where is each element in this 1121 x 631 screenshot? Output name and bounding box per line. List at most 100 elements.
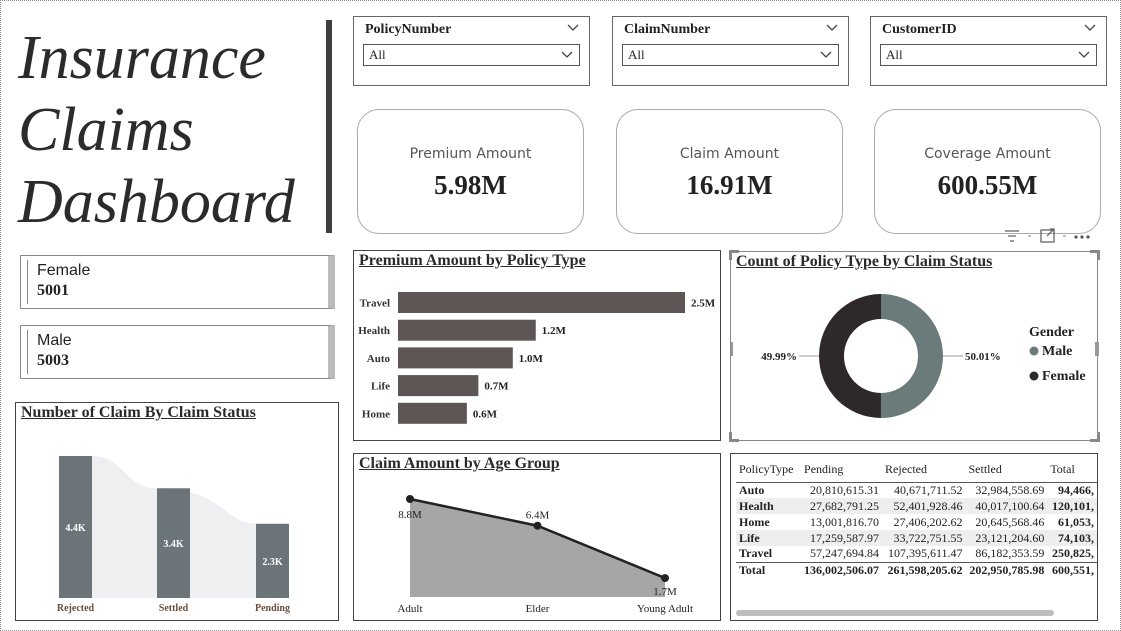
claims-by-status-chart[interactable]: Number of Claim By Claim Status 4.4K Reje…: [15, 402, 339, 621]
slice-data-label: 49.99%: [761, 351, 797, 363]
legend-label: Male: [1042, 344, 1072, 359]
bar-category-label: Life: [371, 381, 390, 393]
kpi-value: 5.98M: [434, 170, 507, 200]
category-label: Rejected: [57, 603, 95, 614]
legend-title: Gender: [1029, 325, 1074, 340]
column-header[interactable]: Pending: [804, 462, 844, 477]
gender-card-male[interactable]: Male 5003: [20, 325, 335, 379]
point-data-label: 1.7M: [653, 586, 677, 598]
table-cell: 61,053,: [1058, 514, 1094, 529]
focus-mode-icon[interactable]: [1040, 228, 1055, 243]
chevron-down-icon[interactable]: [567, 24, 579, 32]
donut-plot: 50.01% 49.99% Gender Male Female: [731, 294, 1099, 418]
row-header: Total: [736, 561, 802, 578]
bar-category-label: Auto: [367, 353, 391, 365]
column-header[interactable]: Rejected: [885, 462, 928, 477]
visual-header-toolbar: [1005, 228, 1090, 243]
ribbon-fill: [190, 533, 256, 598]
selection-handle[interactable]: [1090, 250, 1100, 260]
kpi-value: 16.91M: [686, 170, 773, 200]
chevron-down-icon[interactable]: [826, 24, 838, 32]
chevron-down-icon[interactable]: [1084, 24, 1096, 32]
filter-icon[interactable]: [1005, 230, 1019, 242]
table-row[interactable]: Life 17,259,587.97 33,722,751.55 23,121,…: [736, 530, 1097, 546]
ribbon-fill: [92, 498, 157, 598]
more-options-icon[interactable]: [1074, 235, 1090, 239]
slicer-customer-id[interactable]: CustomerID All: [870, 16, 1107, 86]
selection-handle[interactable]: [1090, 432, 1100, 442]
area-fill: [410, 499, 665, 597]
legend-label: Female: [1042, 369, 1086, 384]
table-cell: 136,002,506.07: [801, 561, 883, 578]
title-line: Insurance: [18, 24, 266, 92]
row-header: Life: [736, 530, 802, 546]
row-header: Home: [739, 514, 770, 529]
gender-card-content: Female 5001: [27, 260, 90, 304]
bar-data-label: 1.2M: [542, 325, 567, 337]
table-cell: 17,259,587.97: [801, 530, 883, 546]
slicer-value: All: [628, 47, 645, 62]
legend-marker: [1029, 371, 1039, 381]
table-cell: 32,984,558.69: [965, 481, 1048, 498]
table-row[interactable]: Health 27,682,791.25 52,401,928.46 40,01…: [736, 498, 1097, 514]
bar-category-label: Travel: [360, 298, 390, 310]
bar: [59, 456, 92, 598]
slicer-claim-number[interactable]: ClaimNumber All: [612, 16, 849, 86]
slicer-policy-number[interactable]: PolicyNumber All: [353, 16, 590, 86]
table-row[interactable]: Auto 20,810,615.31 40,671,711.52 32,984,…: [736, 481, 1097, 498]
donut-slice: [880, 294, 944, 418]
bar: [398, 319, 536, 341]
column-header[interactable]: Settled: [968, 462, 1002, 477]
table-cell: 27,406,202.62: [893, 514, 963, 529]
slicer-dropdown[interactable]: All: [880, 44, 1097, 66]
claims-matrix[interactable]: PolicyType Pending Rejected Settled Tota…: [730, 453, 1098, 621]
table-row[interactable]: Travel 57,247,694.84 107,395,611.47 86,1…: [736, 546, 1097, 562]
bar-category-label: Home: [362, 408, 390, 420]
premium-bar-plot: Travel 2.5M Health 1.2M Auto 1.0M Life 0.7M Home…: [358, 292, 716, 424]
slicer-dropdown[interactable]: All: [363, 44, 580, 66]
selection-handle[interactable]: [729, 432, 739, 442]
gender-count: 5003: [37, 352, 69, 369]
slicer-value: All: [369, 47, 386, 62]
horizontal-scrollbar[interactable]: [736, 610, 1054, 616]
table-cell: 57,247,694.84: [810, 546, 880, 561]
resize-handle: [1095, 342, 1099, 356]
gender-label: Male: [37, 332, 72, 349]
slice-data-label: 50.01%: [965, 351, 1001, 363]
kpi-value: 600.55M: [937, 170, 1038, 200]
kpi-coverage-amount[interactable]: Coverage Amount 600.55M: [874, 109, 1101, 234]
table-cell: 23,121,204.60: [965, 530, 1048, 546]
chart-title: Number of Claim By Claim Status: [21, 404, 256, 421]
column-header[interactable]: PolicyType: [739, 462, 794, 477]
table-cell: 27,682,791.25: [801, 498, 883, 514]
bar: [398, 375, 479, 397]
category-label: Pending: [255, 603, 290, 614]
category-label: Adult: [397, 603, 422, 615]
row-header: Travel: [739, 546, 773, 561]
slicer-dropdown[interactable]: All: [622, 44, 839, 66]
gender-card-female[interactable]: Female 5001: [20, 255, 335, 309]
table-cell: 600,551,: [1047, 561, 1097, 578]
claim-status-donut-chart[interactable]: Count of Policy Type by Claim Status 50.…: [730, 251, 1099, 441]
claim-by-age-chart[interactable]: Claim Amount by Age Group 8.8M Adult 6.4M E…: [353, 453, 721, 621]
slicer-value: All: [886, 47, 903, 62]
table-cell: 86,182,353.59: [975, 546, 1045, 561]
category-label: Elder: [526, 603, 550, 615]
gender-card-content: Male 5003: [27, 330, 72, 374]
data-point: [406, 495, 414, 503]
gender-label: Female: [37, 262, 91, 279]
kpi-premium-amount[interactable]: Premium Amount 5.98M: [357, 109, 584, 234]
table-cell: 120,101,: [1047, 498, 1097, 514]
table-cell: 52,401,928.46: [882, 498, 966, 514]
table-cell: 40,671,711.52: [882, 481, 966, 498]
kpi-claim-amount[interactable]: Claim Amount 16.91M: [616, 109, 843, 234]
premium-by-policy-chart[interactable]: Premium Amount by Policy Type Travel 2.5M…: [353, 250, 721, 441]
row-header: Health: [736, 498, 802, 514]
bar: [398, 402, 467, 424]
table-row[interactable]: Home 13,001,816.70 27,406,202.62 20,645,…: [736, 514, 1097, 530]
table-cell: 20,810,615.31: [801, 481, 883, 498]
table-total-row[interactable]: Total 136,002,506.07 261,598,205.62 202,…: [736, 561, 1097, 578]
bar-data-label: 2.3K: [262, 557, 283, 568]
column-header[interactable]: Total: [1050, 462, 1075, 477]
selection-handle[interactable]: [729, 250, 739, 260]
